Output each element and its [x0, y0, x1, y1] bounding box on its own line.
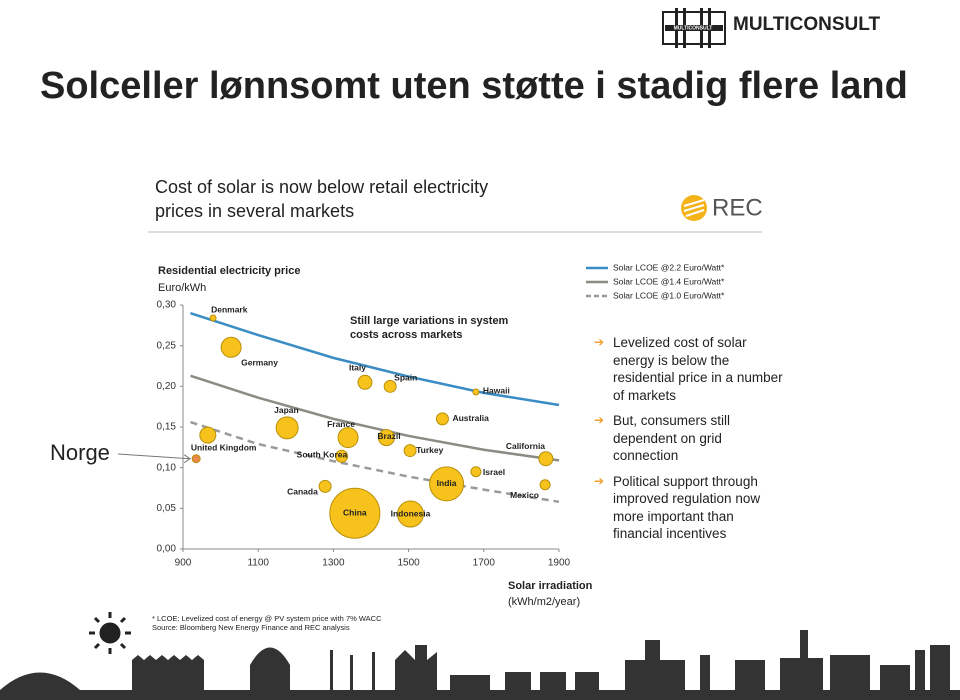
callout-label: Norge — [50, 440, 110, 465]
x-tick-label: 1500 — [397, 558, 420, 569]
bubble — [403, 444, 417, 458]
bubble-label: United Kingdom — [191, 442, 257, 452]
bubble — [396, 500, 424, 528]
footnote: Source: Bloomberg New Energy Finance and… — [152, 623, 350, 632]
lcoe-line — [190, 374, 560, 462]
bubble-label: South Korea — [297, 450, 348, 460]
bubble — [275, 416, 299, 440]
bubble — [429, 466, 465, 502]
bubble — [220, 336, 242, 358]
annotation: Still large variations in system — [350, 315, 509, 327]
bubble-label: China — [343, 507, 367, 517]
bubble — [335, 449, 349, 463]
bubble — [538, 451, 554, 467]
logo: MULTICONSULT — [733, 14, 880, 35]
bubble-label: Mexico — [510, 490, 539, 500]
slide-title: Solceller lønnsomt uten støtte i stadig … — [40, 65, 908, 107]
x-axis-unit: (kWh/m2/year) — [508, 596, 580, 608]
bullet: Levelized cost of solar energy is below … — [594, 334, 784, 404]
bullet: But, consumers still dependent on grid c… — [594, 412, 784, 465]
bubble-label: Italy — [349, 363, 366, 373]
sun-icon — [89, 612, 131, 654]
bubble-label: Spain — [394, 373, 417, 383]
bubble-label: Hawaii — [483, 385, 510, 395]
skyline — [0, 630, 960, 700]
y-tick-label: 0,25 — [157, 340, 177, 351]
x-tick-label: 900 — [175, 558, 192, 569]
bubble-label: Australia — [452, 413, 489, 423]
bullet-list: Levelized cost of solar energy is below … — [594, 334, 784, 551]
bubble — [470, 466, 482, 478]
annotation: costs across markets — [350, 329, 463, 341]
panel-title: Cost of solar is now below retail electr… — [155, 177, 488, 197]
bubble — [472, 388, 480, 396]
bubble-label: Germany — [241, 358, 278, 368]
y-tick-label: 0,00 — [157, 544, 177, 555]
bubble-label: Canada — [287, 487, 318, 497]
bubble — [357, 374, 373, 390]
x-tick-label: 1300 — [322, 558, 345, 569]
legend-label: Solar LCOE @1.0 Euro/Watt* — [613, 290, 725, 300]
bubble — [209, 314, 217, 322]
bubble — [383, 379, 397, 393]
rec-logo: REC — [712, 194, 763, 221]
bubble — [318, 479, 332, 493]
panel-title: prices in several markets — [155, 201, 354, 221]
bubble — [337, 427, 359, 449]
bubble — [191, 454, 201, 464]
x-axis-label: Solar irradiation — [508, 580, 593, 592]
y-tick-label: 0,10 — [157, 462, 177, 473]
bubble-label: California — [506, 441, 545, 451]
bubble-label: Israel — [483, 467, 505, 477]
x-tick-label: 1700 — [473, 558, 496, 569]
y-axis-label: Residential electricity price — [158, 265, 300, 277]
lcoe-line — [190, 420, 560, 504]
bubble-label: Indonesia — [391, 508, 431, 518]
bullet: Political support through improved regul… — [594, 473, 784, 543]
bubble-label: France — [327, 419, 355, 429]
y-tick-label: 0,15 — [157, 422, 177, 433]
y-tick-label: 0,05 — [157, 503, 177, 514]
bubble — [435, 412, 449, 426]
bubble-label: Japan — [274, 405, 299, 415]
legend-label: Solar LCOE @2.2 Euro/Watt* — [613, 262, 725, 272]
bubble — [539, 479, 551, 491]
x-tick-label: 1900 — [548, 558, 571, 569]
bubble-label: Turkey — [416, 445, 444, 455]
footnote: * LCOE: Levelized cost of energy @ PV sy… — [152, 614, 382, 623]
bubble-label: India — [437, 478, 457, 488]
x-tick-label: 1100 — [247, 558, 269, 569]
y-axis-unit: Euro/kWh — [158, 282, 206, 294]
bubble-label: Brazil — [377, 431, 400, 441]
bubble — [199, 426, 217, 444]
bubble — [377, 429, 395, 447]
logo-mark-text: MULTICONSULT — [674, 25, 713, 31]
legend-label: Solar LCOE @1.4 Euro/Watt* — [613, 276, 725, 286]
rec-icon — [681, 195, 707, 221]
callout-arrow — [117, 453, 192, 464]
lcoe-line — [190, 311, 560, 407]
bubble-label: Denmark — [211, 304, 248, 314]
y-tick-label: 0,30 — [157, 300, 177, 311]
bubble — [329, 487, 381, 539]
logo-mark — [662, 8, 726, 48]
y-tick-label: 0,20 — [157, 381, 177, 392]
